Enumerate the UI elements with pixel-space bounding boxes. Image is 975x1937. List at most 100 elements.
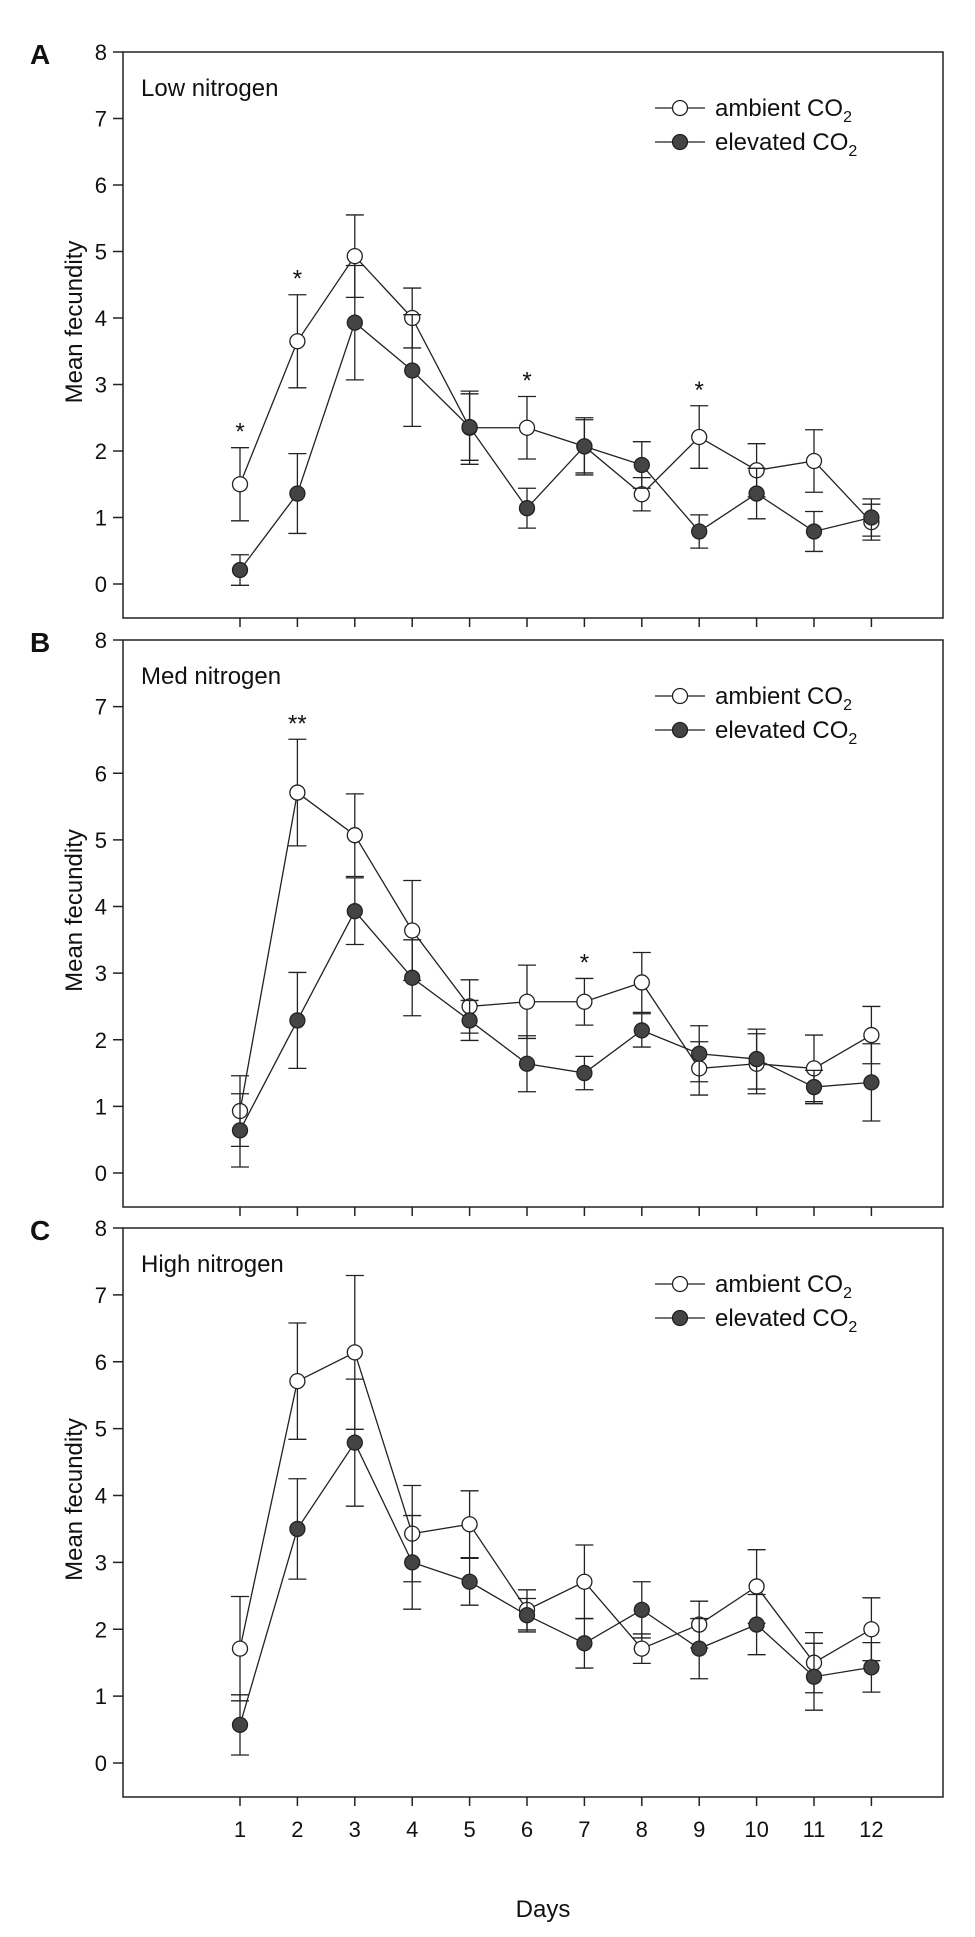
data-point xyxy=(289,784,306,801)
data-point xyxy=(518,419,536,436)
x-tick-label: 3 xyxy=(349,1817,361,1842)
y-tick-label: 2 xyxy=(95,1617,107,1642)
x-tick-label: 12 xyxy=(859,1817,883,1842)
y-tick-label: 7 xyxy=(95,107,107,132)
data-point xyxy=(748,1050,765,1068)
y-tick-label: 4 xyxy=(95,1484,107,1509)
data-point xyxy=(633,1022,650,1039)
panel-title: Med nitrogen xyxy=(141,663,281,690)
y-tick-label: 0 xyxy=(95,1751,107,1776)
data-point xyxy=(231,1716,249,1734)
y-tick-label: 8 xyxy=(95,40,107,65)
data-point xyxy=(805,523,823,540)
data-point xyxy=(576,993,593,1010)
series-ambient xyxy=(231,738,881,1147)
panel-frame xyxy=(122,51,944,619)
panel-frame xyxy=(122,639,944,1208)
legend-label: elevated CO2 xyxy=(715,1305,857,1336)
data-point xyxy=(461,418,478,436)
legend-marker-elevated xyxy=(671,721,689,739)
y-tick-label: 6 xyxy=(95,1350,107,1375)
data-point xyxy=(633,486,650,503)
y-tick-label: 3 xyxy=(95,373,107,398)
legend-label: ambient CO2 xyxy=(715,95,852,126)
x-tick-label: 2 xyxy=(291,1817,303,1842)
y-tick-label: 2 xyxy=(95,439,107,464)
data-point xyxy=(461,1573,478,1590)
significance-marker: ** xyxy=(288,710,307,737)
legend-label: elevated CO2 xyxy=(715,717,857,748)
data-point xyxy=(863,1026,880,1044)
data-point xyxy=(518,500,536,517)
data-point xyxy=(633,456,650,474)
data-point xyxy=(805,452,823,470)
significance-marker: * xyxy=(293,266,302,293)
y-tick-label: 3 xyxy=(95,961,107,986)
data-point xyxy=(289,333,306,350)
data-point xyxy=(231,561,249,579)
data-point xyxy=(289,485,306,502)
data-point xyxy=(346,248,363,265)
data-point xyxy=(748,485,765,502)
data-point xyxy=(346,1344,363,1361)
data-point xyxy=(346,314,363,331)
panel-b: B 0 1 2 3 4 5 6 7 8 Mean fecundity Med nitrogen ambi… xyxy=(30,627,944,1216)
significance-marker: * xyxy=(695,377,704,404)
legend-marker-elevated xyxy=(671,133,689,151)
series-line xyxy=(239,1441,872,1726)
data-point xyxy=(863,509,880,526)
legend-marker-ambient xyxy=(671,687,689,705)
x-tick-label: 1 xyxy=(234,1817,246,1842)
data-point xyxy=(633,974,650,991)
y-tick-label: 3 xyxy=(95,1550,107,1575)
y-axis-label: Mean fecundity xyxy=(61,241,88,404)
legend-marker-ambient xyxy=(671,99,689,117)
data-point xyxy=(805,1668,823,1685)
y-tick-label: 8 xyxy=(95,1216,107,1241)
y-tick-label: 5 xyxy=(95,240,107,265)
data-point xyxy=(346,1434,363,1451)
panel-title: High nitrogen xyxy=(141,1251,284,1278)
series-line xyxy=(239,910,872,1131)
y-tick-label: 0 xyxy=(95,572,107,597)
series-ambient xyxy=(231,214,881,541)
data-point xyxy=(346,903,363,920)
data-point xyxy=(691,428,708,446)
data-point xyxy=(863,1074,880,1091)
significance-marker: * xyxy=(580,949,589,976)
x-axis-label: Days xyxy=(516,1896,571,1923)
data-point xyxy=(576,1635,593,1652)
data-point xyxy=(461,1012,478,1029)
series-ambient xyxy=(231,1274,881,1702)
data-point xyxy=(748,1616,765,1633)
data-point xyxy=(518,1055,536,1072)
y-tick-label: 6 xyxy=(95,173,107,198)
y-tick-label: 6 xyxy=(95,761,107,786)
y-tick-label: 4 xyxy=(95,306,107,331)
data-point xyxy=(518,993,536,1010)
data-point xyxy=(404,922,421,939)
data-point xyxy=(289,1372,306,1390)
y-tick-label: 0 xyxy=(95,1161,107,1186)
y-tick-label: 5 xyxy=(95,828,107,853)
y-tick-label: 5 xyxy=(95,1417,107,1442)
y-tick-label: 1 xyxy=(95,1684,107,1709)
x-tick-label: 7 xyxy=(578,1817,590,1842)
series-elevated xyxy=(231,877,881,1168)
panel-frame xyxy=(122,1227,944,1798)
x-tick-label: 4 xyxy=(406,1817,418,1842)
data-point xyxy=(633,1640,650,1657)
data-point xyxy=(231,476,249,493)
data-point xyxy=(691,1045,708,1062)
data-point xyxy=(518,1607,536,1624)
data-point xyxy=(404,969,421,986)
series-elevated xyxy=(231,264,881,586)
y-tick-label: 2 xyxy=(95,1028,107,1053)
x-tick-label: 5 xyxy=(463,1817,475,1842)
y-axis-label: Mean fecundity xyxy=(61,829,88,992)
x-tick-label: 10 xyxy=(744,1817,768,1842)
